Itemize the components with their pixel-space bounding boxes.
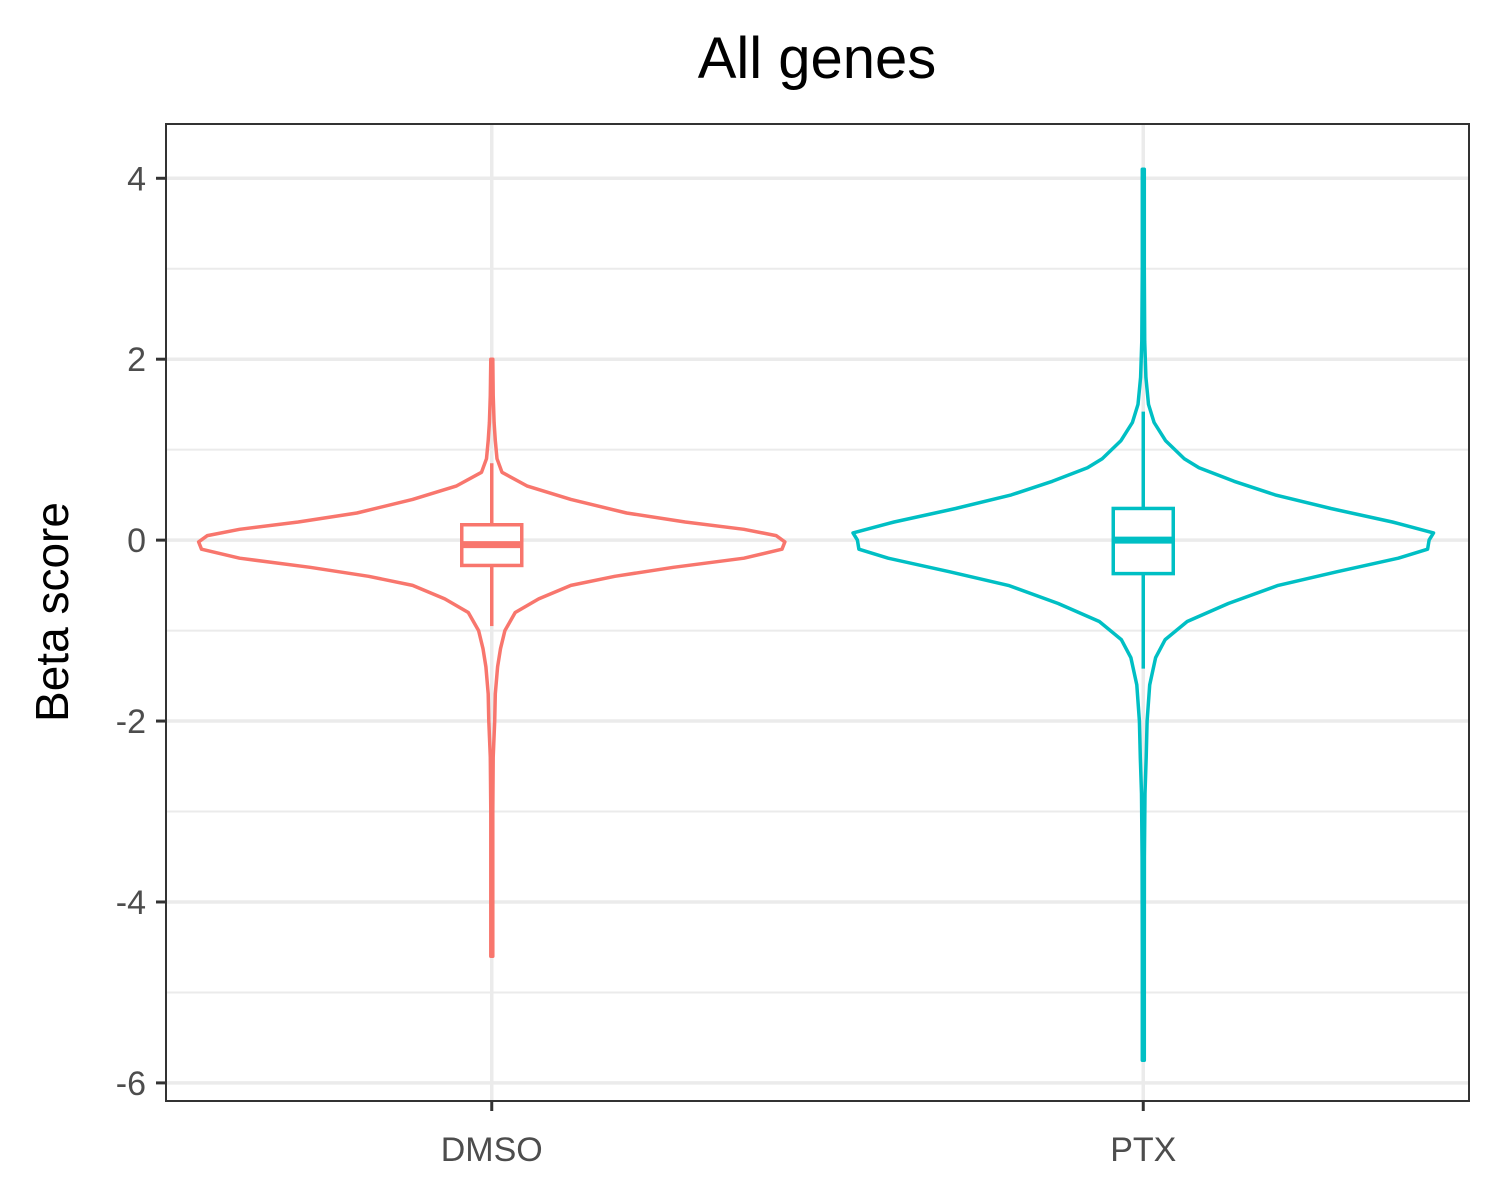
y-axis-label: Beta score	[26, 502, 78, 722]
chart-title: All genes	[698, 26, 937, 91]
grid-lines	[166, 124, 1469, 1101]
x-tick-label: DMSO	[441, 1131, 543, 1169]
x-tick-label: PTX	[1110, 1131, 1176, 1169]
y-tick-label: 0	[127, 522, 146, 560]
violin-dmso	[196, 357, 787, 959]
violin-layer	[196, 167, 1436, 1063]
violin-ptx	[851, 167, 1436, 1063]
y-tick-label: -2	[116, 703, 146, 741]
y-tick-label: 2	[127, 341, 146, 379]
panel-border	[165, 123, 1470, 1102]
y-tick-label: -4	[116, 884, 146, 922]
y-tick-label: 4	[127, 160, 146, 198]
y-tick-label: -6	[116, 1065, 146, 1103]
axes-layer: 4 2 0 -2 -4 -6 DMSO PTX	[116, 160, 1177, 1169]
